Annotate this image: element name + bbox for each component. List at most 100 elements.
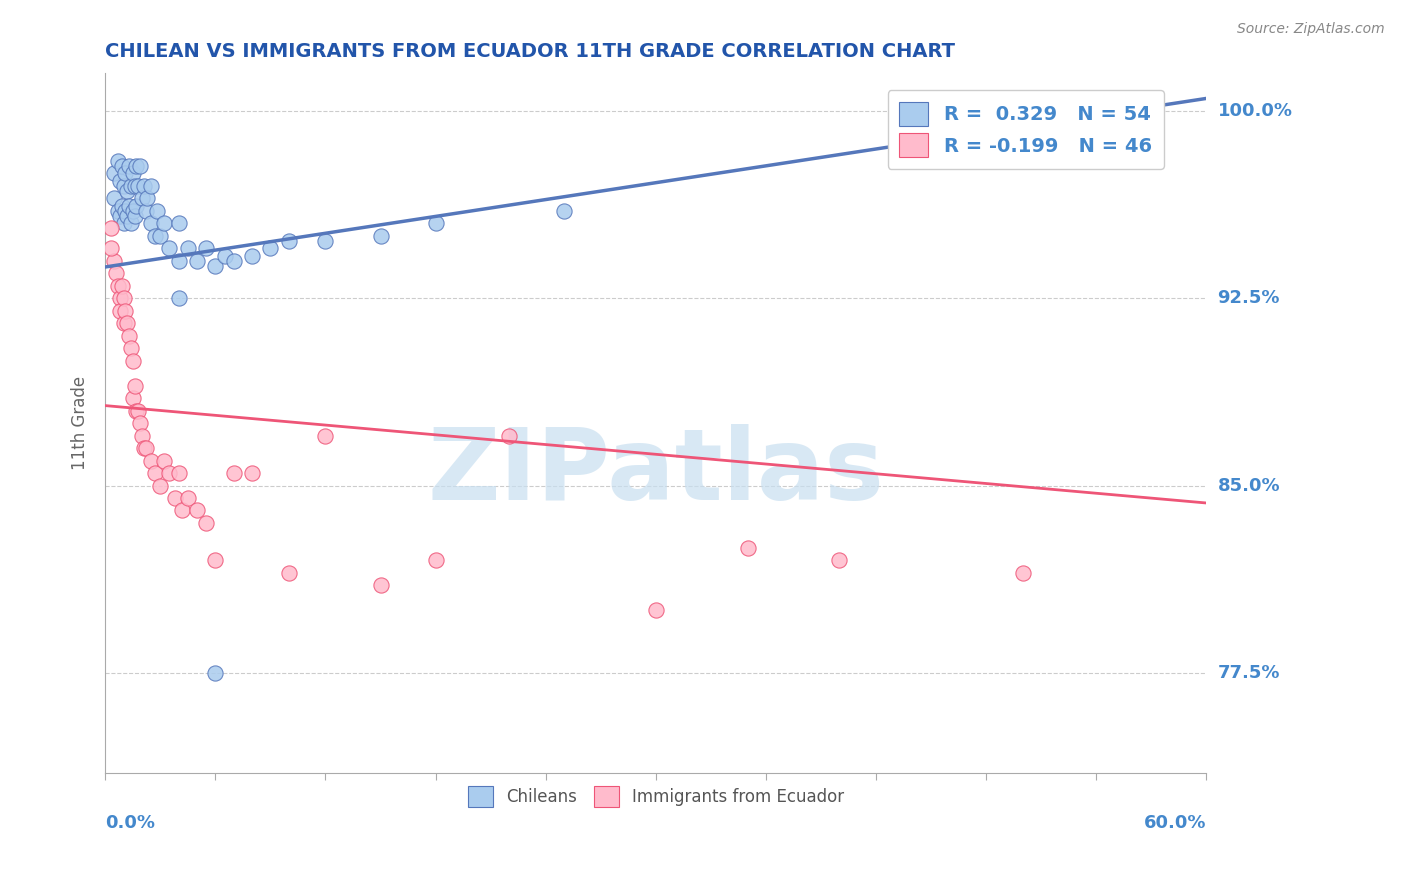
Point [132,441,155,455]
Point [139,216,162,230]
Point [370,228,392,243]
Point [103,253,125,268]
Point [103,166,125,180]
Point [135,203,157,218]
Text: Source: ZipAtlas.com: Source: ZipAtlas.com [1237,22,1385,37]
Point [111,199,134,213]
Point [139,453,162,467]
Point [125,199,148,213]
Point [644,603,666,617]
Text: ZIPatlas: ZIPatlas [427,424,884,521]
Point [204,259,226,273]
Point [277,234,299,248]
Point [135,441,157,455]
Point [107,278,129,293]
Point [159,466,181,480]
Point [370,578,392,592]
Point [127,403,149,417]
Point [127,178,149,193]
Text: 100.0%: 100.0% [1218,102,1292,120]
Point [314,428,336,442]
Point [129,159,152,173]
Point [153,453,176,467]
Point [149,228,172,243]
Point [240,249,263,263]
Point [118,199,141,213]
Point [259,241,281,255]
Point [314,234,336,248]
Text: 77.5%: 77.5% [1218,664,1279,681]
Point [222,466,245,480]
Point [121,166,143,180]
Point [167,291,190,305]
Point [131,428,153,442]
Point [277,566,299,580]
Point [131,191,153,205]
Point [100,221,122,235]
Point [114,203,136,218]
Point [114,166,136,180]
Point [111,159,134,173]
Point [100,241,122,255]
Point [167,216,190,230]
Point [153,216,176,230]
Point [172,503,194,517]
Point [143,228,166,243]
Point [177,491,200,505]
Point [204,553,226,567]
Point [149,478,172,492]
Point [1012,566,1035,580]
Point [107,153,129,168]
Point [163,491,186,505]
Point [112,316,135,330]
Point [120,216,142,230]
Point [124,378,146,392]
Point [195,516,218,530]
Point [121,353,143,368]
Point [114,303,136,318]
Point [159,241,181,255]
Point [425,553,447,567]
Point [112,216,135,230]
Point [186,503,208,517]
Point [115,209,138,223]
Point [737,541,759,555]
Point [103,191,125,205]
Point [145,203,167,218]
Point [186,253,208,268]
Point [108,209,131,223]
Point [124,178,146,193]
Text: CHILEAN VS IMMIGRANTS FROM ECUADOR 11TH GRADE CORRELATION CHART: CHILEAN VS IMMIGRANTS FROM ECUADOR 11TH … [105,42,955,61]
Point [121,203,143,218]
Point [828,553,851,567]
Text: 0.0%: 0.0% [105,814,155,832]
Point [125,159,148,173]
Text: 60.0%: 60.0% [1144,814,1206,832]
Point [105,266,128,280]
Point [143,466,166,480]
Text: 85.0%: 85.0% [1218,476,1281,494]
Point [112,178,135,193]
Point [177,241,200,255]
Point [115,316,138,330]
Point [124,209,146,223]
Legend: Chileans, Immigrants from Ecuador: Chileans, Immigrants from Ecuador [461,780,851,814]
Point [425,216,447,230]
Point [139,178,162,193]
Point [204,665,226,680]
Point [167,466,190,480]
Point [112,291,135,305]
Point [118,328,141,343]
Point [167,253,190,268]
Point [108,303,131,318]
Point [111,278,134,293]
Point [118,159,141,173]
Point [498,428,520,442]
Point [132,178,155,193]
Point [195,241,218,255]
Text: 92.5%: 92.5% [1218,289,1279,307]
Point [136,191,159,205]
Point [107,203,129,218]
Point [120,178,142,193]
Point [240,466,263,480]
